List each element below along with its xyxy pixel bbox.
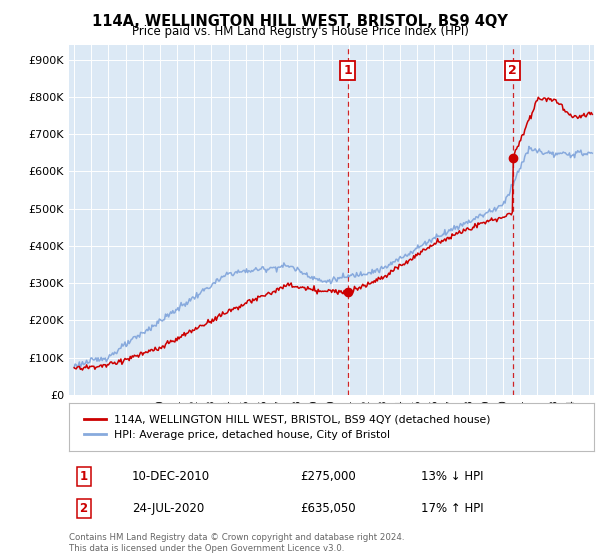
Text: 13% ↓ HPI: 13% ↓ HPI <box>421 470 483 483</box>
Text: Price paid vs. HM Land Registry's House Price Index (HPI): Price paid vs. HM Land Registry's House … <box>131 25 469 38</box>
Legend: 114A, WELLINGTON HILL WEST, BRISTOL, BS9 4QY (detached house), HPI: Average pric: 114A, WELLINGTON HILL WEST, BRISTOL, BS9… <box>80 410 495 444</box>
Text: 1: 1 <box>343 64 352 77</box>
Text: £275,000: £275,000 <box>300 470 356 483</box>
Text: 1: 1 <box>79 470 88 483</box>
Text: 114A, WELLINGTON HILL WEST, BRISTOL, BS9 4QY: 114A, WELLINGTON HILL WEST, BRISTOL, BS9… <box>92 14 508 29</box>
Text: 17% ↑ HPI: 17% ↑ HPI <box>421 502 484 515</box>
Text: 2: 2 <box>508 64 517 77</box>
Text: 2: 2 <box>79 502 88 515</box>
Text: 10-DEC-2010: 10-DEC-2010 <box>132 470 210 483</box>
Text: 24-JUL-2020: 24-JUL-2020 <box>132 502 204 515</box>
Text: Contains HM Land Registry data © Crown copyright and database right 2024.
This d: Contains HM Land Registry data © Crown c… <box>69 533 404 553</box>
Text: £635,050: £635,050 <box>300 502 356 515</box>
